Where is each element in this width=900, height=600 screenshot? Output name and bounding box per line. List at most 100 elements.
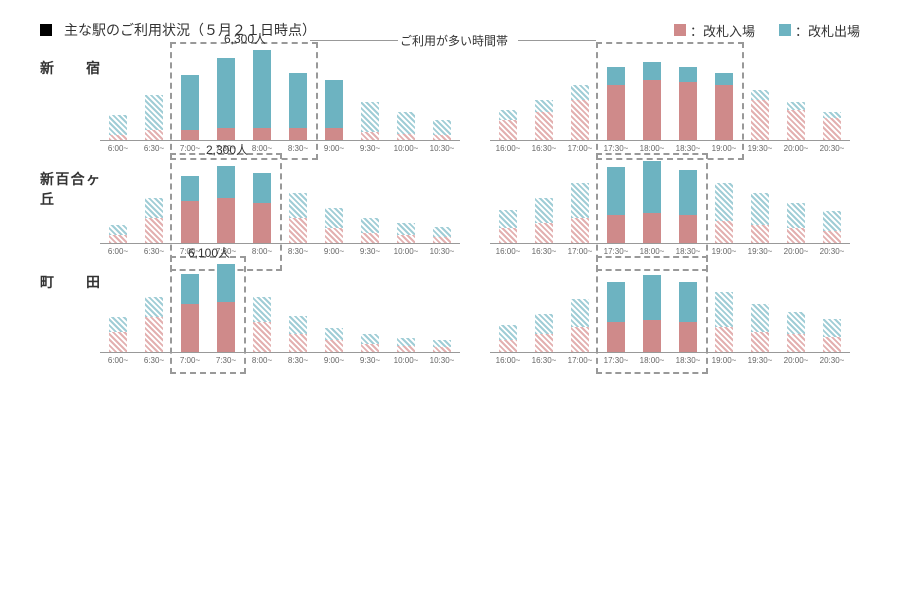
stacked-bar xyxy=(253,297,271,352)
bar-entry-segment xyxy=(397,235,415,243)
stacked-bar xyxy=(217,166,235,243)
bar-slot: 17:30~ xyxy=(598,167,634,256)
bar-slot: 17:30~ xyxy=(598,67,634,153)
stacked-bar xyxy=(823,211,841,243)
stacked-bar xyxy=(289,193,307,243)
bar-exit-segment xyxy=(679,282,697,322)
stacked-bar xyxy=(397,223,415,243)
bar-entry-segment xyxy=(361,233,379,243)
time-label: 8:00~ xyxy=(244,144,280,153)
bar-exit-segment xyxy=(361,334,379,344)
time-label: 17:00~ xyxy=(562,144,598,153)
bar-exit-segment xyxy=(535,198,553,223)
chart-half: 16:00~16:30~17:00~17:30~18:00~18:30~19:0… xyxy=(490,264,850,365)
bar-entry-segment xyxy=(679,215,697,243)
bar-slot: 6:00~ xyxy=(100,317,136,365)
bar-slot: 8:30~ xyxy=(280,193,316,256)
time-label: 18:00~ xyxy=(634,247,670,256)
bar-slot: 18:30~ xyxy=(670,282,706,365)
stacked-bar xyxy=(571,183,589,243)
stacked-bar xyxy=(751,304,769,352)
square-icon xyxy=(40,24,52,36)
stacked-bar xyxy=(109,115,127,140)
bar-slot: 18:00~ xyxy=(634,275,670,365)
bar-entry-segment xyxy=(535,223,553,243)
bar-exit-segment xyxy=(109,225,127,235)
chart-half: 16:00~16:30~17:00~17:30~18:00~18:30~19:0… xyxy=(490,161,850,256)
time-label: 16:00~ xyxy=(490,144,526,153)
bar-entry-segment xyxy=(787,334,805,352)
bar-exit-segment xyxy=(823,211,841,231)
stacked-bar xyxy=(679,67,697,140)
bar-entry-segment xyxy=(571,218,589,243)
stacked-bar xyxy=(433,227,451,243)
bar-entry-segment xyxy=(217,198,235,243)
stacked-bar xyxy=(643,275,661,352)
time-label: 20:00~ xyxy=(778,247,814,256)
bar-slot: 6:30~ xyxy=(136,297,172,365)
stacked-bar xyxy=(643,161,661,243)
bar-entry-segment xyxy=(325,340,343,352)
time-label: 17:30~ xyxy=(598,144,634,153)
time-label: 10:30~ xyxy=(424,356,460,365)
bar-exit-segment xyxy=(217,264,235,302)
bar-exit-segment xyxy=(217,58,235,128)
bar-exit-segment xyxy=(715,183,733,221)
bar-entry-segment xyxy=(181,130,199,140)
station-name: 町 田 xyxy=(40,264,100,292)
bar-exit-segment xyxy=(109,317,127,332)
bar-slot: 8:00~ xyxy=(244,297,280,365)
bar-exit-segment xyxy=(535,314,553,334)
stacked-bar xyxy=(499,210,517,243)
chart-half: 6:00~6:30~7:00~7:30~8:00~8:30~9:00~9:30~… xyxy=(100,264,460,365)
bar-exit-segment xyxy=(643,62,661,80)
bar-exit-segment xyxy=(325,80,343,128)
stacked-bar xyxy=(145,198,163,243)
bar-entry-segment xyxy=(823,231,841,243)
bar-entry-segment xyxy=(217,302,235,352)
bar-entry-segment xyxy=(289,218,307,243)
stacked-bar xyxy=(253,50,271,140)
bar-entry-segment xyxy=(643,320,661,352)
page-title: 主な駅のご利用状況（５月２１日時点） xyxy=(64,20,316,40)
bar-exit-segment xyxy=(643,275,661,320)
stacked-bar xyxy=(715,292,733,352)
stacked-bar xyxy=(571,299,589,352)
bar-exit-segment xyxy=(289,316,307,334)
bar-slot: 20:30~ xyxy=(814,211,850,256)
bar-slot: 19:00~ xyxy=(706,183,742,256)
bar-exit-segment xyxy=(433,120,451,135)
stacked-bar xyxy=(397,338,415,352)
bar-slot: 10:00~ xyxy=(388,338,424,365)
bar-entry-segment xyxy=(715,85,733,140)
stacked-bar xyxy=(499,325,517,352)
stacked-bar xyxy=(325,208,343,243)
time-label: 8:30~ xyxy=(280,247,316,256)
stacked-bar xyxy=(217,58,235,140)
bar-slot: 9:00~ xyxy=(316,80,352,153)
title-block: 主な駅のご利用状況（５月２１日時点） xyxy=(40,20,316,40)
stacked-bar xyxy=(823,112,841,140)
stacked-bar xyxy=(607,282,625,352)
stacked-bar xyxy=(499,110,517,140)
time-label: 19:30~ xyxy=(742,356,778,365)
stacked-bar xyxy=(607,67,625,140)
time-label: 6:30~ xyxy=(136,356,172,365)
bar-slot: 10:30~ xyxy=(424,340,460,365)
bar-slot: 20:00~ xyxy=(778,312,814,365)
bar-slot: 9:30~ xyxy=(352,102,388,153)
time-label: 6:30~ xyxy=(136,144,172,153)
bar-exit-segment xyxy=(433,340,451,347)
bar-entry-segment xyxy=(571,327,589,352)
charts-wrap: 6:00~6:30~7:00~7:30~8:00~8:30~9:00~9:30~… xyxy=(100,50,860,153)
stacked-bar xyxy=(787,102,805,140)
stacked-bar xyxy=(535,198,553,243)
bar-entry-segment xyxy=(571,100,589,140)
bar-slot: 17:30~ xyxy=(598,282,634,365)
stacked-bar xyxy=(535,100,553,140)
bar-slot: 16:30~ xyxy=(526,100,562,153)
bar-exit-segment xyxy=(397,338,415,346)
time-label: 16:30~ xyxy=(526,144,562,153)
bar-entry-segment xyxy=(751,225,769,243)
bar-exit-segment xyxy=(253,173,271,203)
